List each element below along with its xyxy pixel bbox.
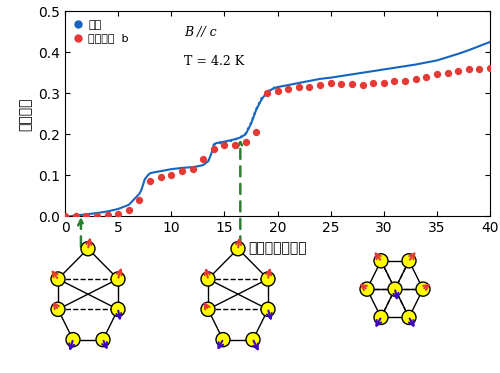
Point: [146, 178, 154, 184]
Point: [326, 80, 334, 86]
Text: B // c: B // c: [184, 26, 216, 39]
Circle shape: [416, 282, 430, 296]
Circle shape: [360, 282, 374, 296]
Point: [465, 66, 473, 72]
Point: [369, 80, 377, 86]
Circle shape: [96, 333, 110, 347]
Circle shape: [51, 272, 65, 286]
Circle shape: [261, 302, 275, 316]
Legend: 磁化, 格子定数  b: 磁化, 格子定数 b: [70, 17, 132, 47]
Circle shape: [111, 272, 125, 286]
Point: [156, 175, 164, 181]
Point: [188, 166, 196, 172]
Circle shape: [51, 302, 65, 316]
Circle shape: [374, 254, 388, 268]
Point: [444, 70, 452, 76]
Circle shape: [81, 242, 95, 256]
Point: [61, 213, 69, 219]
Point: [136, 197, 143, 203]
Point: [306, 84, 314, 90]
Text: T = 4.2 K: T = 4.2 K: [184, 54, 244, 68]
Point: [210, 145, 218, 151]
Y-axis label: 相対変化: 相対変化: [18, 97, 32, 131]
Point: [242, 140, 250, 145]
Point: [167, 172, 175, 178]
Point: [316, 82, 324, 88]
Circle shape: [388, 282, 402, 296]
Point: [422, 74, 430, 80]
Point: [72, 213, 80, 219]
Point: [114, 211, 122, 217]
Point: [348, 81, 356, 87]
Point: [252, 129, 260, 135]
Circle shape: [231, 242, 245, 256]
Point: [220, 142, 228, 148]
Circle shape: [374, 310, 388, 325]
Point: [295, 84, 303, 90]
Point: [178, 168, 186, 174]
Point: [390, 78, 398, 84]
Point: [476, 66, 484, 72]
Point: [274, 88, 281, 94]
Point: [401, 78, 409, 84]
Circle shape: [246, 333, 260, 347]
Point: [486, 65, 494, 71]
Circle shape: [111, 302, 125, 316]
Point: [82, 213, 90, 219]
Circle shape: [216, 333, 230, 347]
Point: [454, 68, 462, 73]
Point: [337, 81, 345, 87]
X-axis label: 磁場（テスラ）: 磁場（テスラ）: [248, 241, 307, 255]
Point: [263, 90, 271, 96]
Point: [231, 142, 239, 148]
Circle shape: [201, 272, 215, 286]
Circle shape: [261, 272, 275, 286]
Point: [199, 156, 207, 162]
Point: [125, 207, 133, 213]
Point: [358, 82, 366, 88]
Circle shape: [201, 302, 215, 316]
Point: [380, 80, 388, 86]
Circle shape: [402, 254, 416, 268]
Point: [284, 86, 292, 92]
Circle shape: [66, 333, 80, 347]
Point: [93, 213, 101, 219]
Point: [104, 212, 112, 218]
Circle shape: [402, 310, 416, 325]
Point: [433, 70, 441, 76]
Point: [412, 76, 420, 82]
